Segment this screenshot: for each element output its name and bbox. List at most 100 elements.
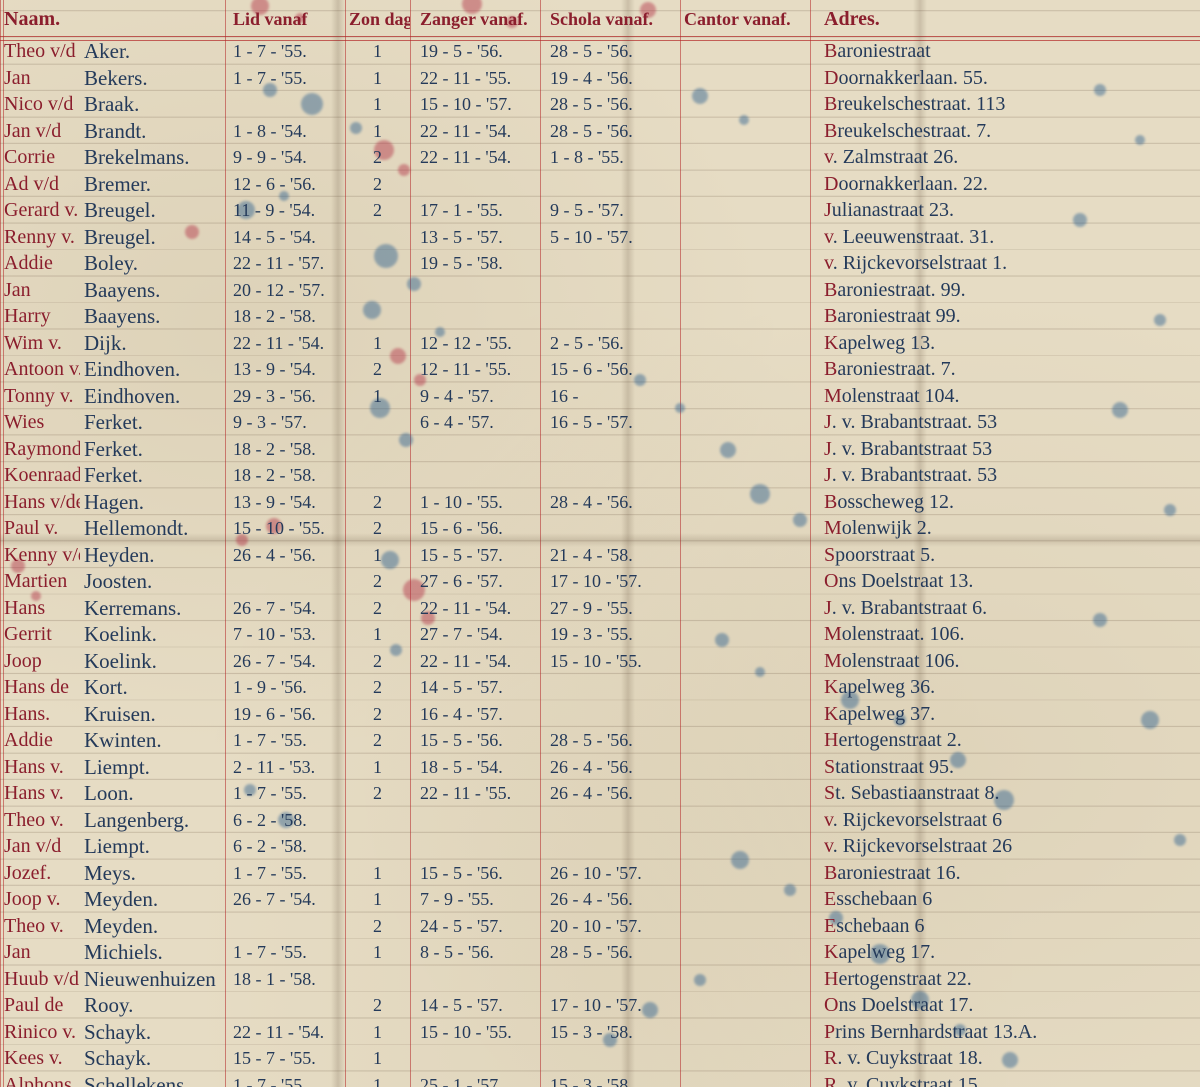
cell — [225, 913, 345, 940]
table-row: GerritKoelink.7 - 10 - '53.127 - 7 - '54… — [0, 621, 1200, 648]
cell: 1 — [345, 38, 410, 65]
cell: 15 - 5 - '57. — [410, 542, 540, 569]
cell: 22 - 11 - '54. — [410, 144, 540, 171]
cell-adres: Esschebaan 6 — [810, 886, 1200, 913]
cell-adres: Doornakkerlaan. 55. — [810, 65, 1200, 92]
cell: Breugel. — [80, 224, 225, 251]
cell: Hans — [0, 595, 80, 622]
cell — [540, 436, 680, 463]
cell — [680, 621, 810, 648]
table-row: Hans deKort.1 - 9 - '56.214 - 5 - '57.Ka… — [0, 674, 1200, 701]
cell-adres: Breukelschestraat. 7. — [810, 118, 1200, 145]
cell-adres: Prins Bernhardstraat 13.A. — [810, 1019, 1200, 1046]
cell — [680, 436, 810, 463]
cell: 19 - 4 - '56. — [540, 65, 680, 92]
col-schola: Schola vanaf. — [540, 0, 680, 38]
cell: Kenny v/d — [0, 542, 80, 569]
table-row: Jozef.Meys.1 - 7 - '55.115 - 5 - '56.26 … — [0, 860, 1200, 887]
cell-adres: Molenwijk 2. — [810, 515, 1200, 542]
cell: 14 - 5 - '54. — [225, 224, 345, 251]
cell — [345, 224, 410, 251]
cell — [680, 1045, 810, 1072]
cell: 22 - 11 - '54. — [410, 118, 540, 145]
cell — [540, 303, 680, 330]
cell — [680, 966, 810, 993]
table-row: JanMichiels.1 - 7 - '55.18 - 5 - '56.28 … — [0, 939, 1200, 966]
cell: 22 - 11 - '54. — [225, 1019, 345, 1046]
ledger-table: Naam. Lid vanaf Zon dagslijr Zanger vana… — [0, 0, 1200, 1087]
cell: 15 - 7 - '55. — [225, 1045, 345, 1072]
cell: 26 - 7 - '54. — [225, 886, 345, 913]
cell — [410, 966, 540, 993]
cell: 19 - 3 - '55. — [540, 621, 680, 648]
cell: Hans v. — [0, 780, 80, 807]
cell: 2 — [345, 727, 410, 754]
cell: 2 - 5 - '56. — [540, 330, 680, 357]
cell: 28 - 5 - '56. — [540, 38, 680, 65]
cell-adres: R. v. Cuykstraat 15. — [810, 1072, 1200, 1087]
cell: 1 - 7 - '55. — [225, 780, 345, 807]
cell: Nico v/d — [0, 91, 80, 118]
table-row: Joop v.Meyden.26 - 7 - '54.17 - 9 - '55.… — [0, 886, 1200, 913]
cell-adres: J. v. Brabantstraat 6. — [810, 595, 1200, 622]
cell: 28 - 5 - '56. — [540, 939, 680, 966]
cell: 22 - 11 - '54. — [410, 595, 540, 622]
cell — [540, 674, 680, 701]
cell: Addie — [0, 727, 80, 754]
cell: 2 — [345, 780, 410, 807]
cell: 2 — [345, 701, 410, 728]
table-row: Paul deRooy.214 - 5 - '57.17 - 10 - '57.… — [0, 992, 1200, 1019]
cell: 1 — [345, 886, 410, 913]
cell: Jan — [0, 939, 80, 966]
cell: Martien — [0, 568, 80, 595]
cell — [410, 303, 540, 330]
cell: 18 - 2 - '58. — [225, 303, 345, 330]
cell: 1 - 8 - '55. — [540, 144, 680, 171]
cell — [680, 171, 810, 198]
cell — [680, 197, 810, 224]
col-naam-2 — [80, 0, 225, 38]
cell: Antoon v. — [0, 356, 80, 383]
ledger-body: Theo v/dAker.1 - 7 - '55.119 - 5 - '56.2… — [0, 38, 1200, 1087]
cell: Corrie — [0, 144, 80, 171]
cell: 15 - 5 - '56. — [410, 727, 540, 754]
table-row: WiesFerket.9 - 3 - '57.6 - 4 - '57.16 - … — [0, 409, 1200, 436]
table-row: HansKerremans.26 - 7 - '54.222 - 11 - '5… — [0, 595, 1200, 622]
cell: Boley. — [80, 250, 225, 277]
cell: 22 - 11 - '55. — [410, 780, 540, 807]
cell: 11 - 9 - '54. — [225, 197, 345, 224]
cell: 26 - 4 - '56. — [540, 754, 680, 781]
cell-adres: Kapelweg 37. — [810, 701, 1200, 728]
cell — [680, 277, 810, 304]
cell-adres: Spoorstraat 5. — [810, 542, 1200, 569]
cell — [680, 224, 810, 251]
cell: 12 - 11 - '55. — [410, 356, 540, 383]
cell: 2 — [345, 171, 410, 198]
cell-adres: R. v. Cuykstraat 18. — [810, 1045, 1200, 1072]
cell: Meyden. — [80, 913, 225, 940]
cell: 14 - 5 - '57. — [410, 674, 540, 701]
table-row: JoopKoelink.26 - 7 - '54.222 - 11 - '54.… — [0, 648, 1200, 675]
cell — [680, 38, 810, 65]
cell — [680, 886, 810, 913]
cell: Koelink. — [80, 621, 225, 648]
cell: 15 - 10 - '55. — [540, 648, 680, 675]
col-cantor: Cantor vanaf. — [680, 0, 810, 38]
cell: 1 - 7 - '55. — [225, 860, 345, 887]
cell-adres: Molenstraat 104. — [810, 383, 1200, 410]
cell: 2 — [345, 356, 410, 383]
cell-adres: Ons Doelstraat 13. — [810, 568, 1200, 595]
cell — [410, 1045, 540, 1072]
cell: Koelink. — [80, 648, 225, 675]
cell-adres: Molenstraat 106. — [810, 648, 1200, 675]
cell: 26 - 10 - '57. — [540, 860, 680, 887]
cell — [345, 833, 410, 860]
cell: Meys. — [80, 860, 225, 887]
cell — [345, 807, 410, 834]
cell: 1 — [345, 91, 410, 118]
cell: Eindhoven. — [80, 383, 225, 410]
cell: 15 - 5 - '56. — [410, 860, 540, 887]
cell: 1 - 7 - '55. — [225, 65, 345, 92]
cell — [540, 701, 680, 728]
cell — [680, 701, 810, 728]
